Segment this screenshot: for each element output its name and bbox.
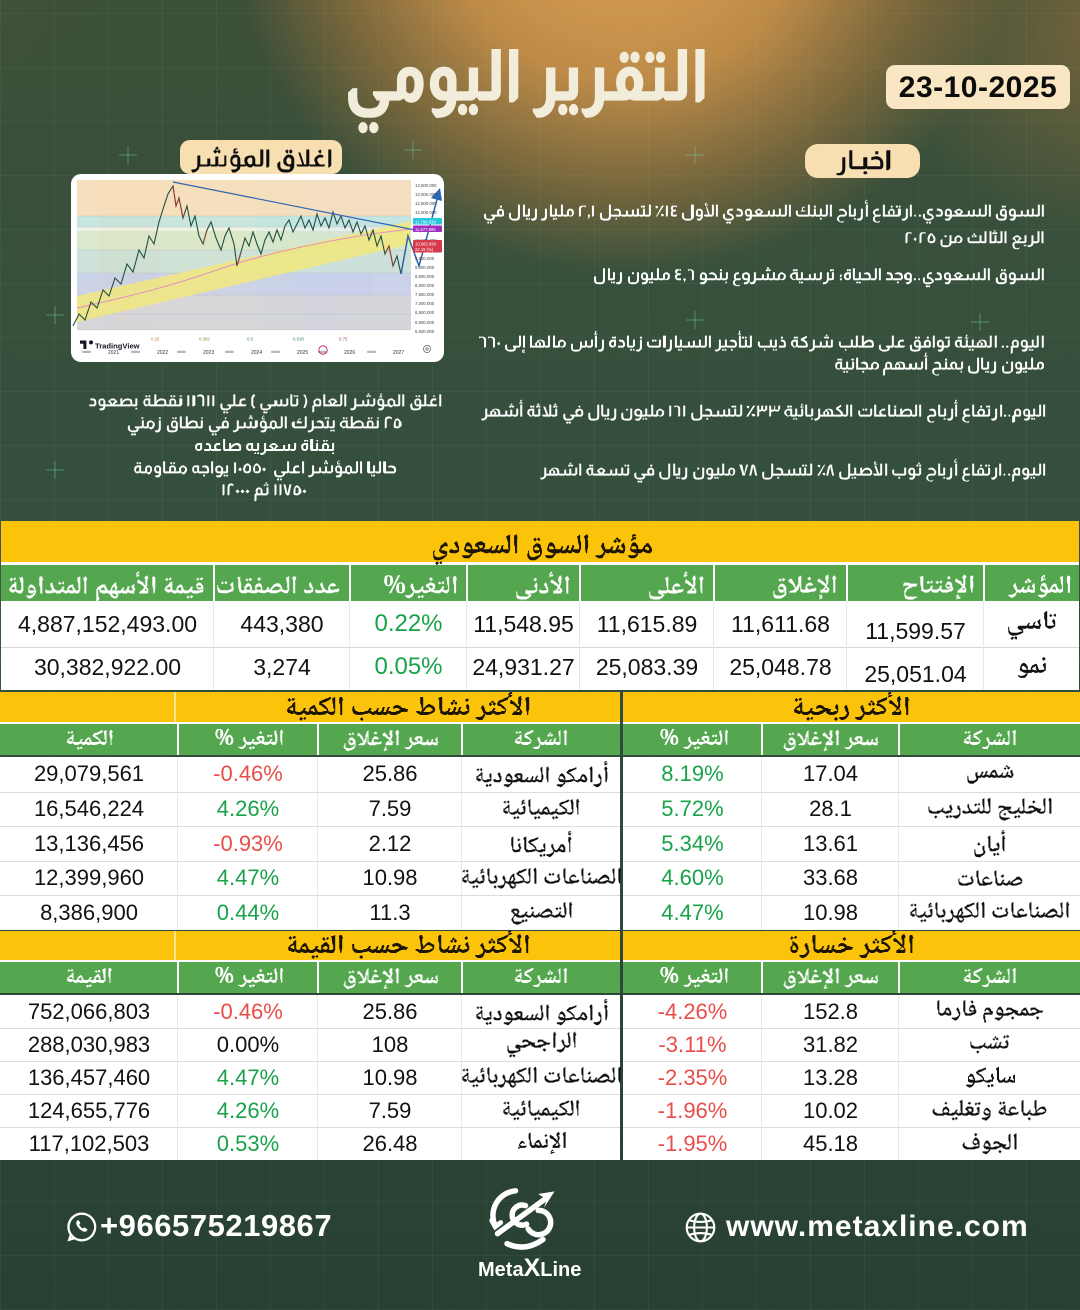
svg-text:8,500.000: 8,500.000 <box>415 274 435 279</box>
svg-text:0.5: 0.5 <box>247 337 254 342</box>
svg-text:13,000.000: 13,000.000 <box>415 192 437 197</box>
svg-text:0.25: 0.25 <box>151 337 160 342</box>
svg-text:0.75: 0.75 <box>339 337 348 342</box>
svg-text:12,500.000: 12,500.000 <box>415 201 437 206</box>
svg-text:0.618: 0.618 <box>293 337 304 342</box>
svg-text:6,000.000: 6,000.000 <box>415 320 435 325</box>
svg-text:2024: 2024 <box>251 350 262 356</box>
svg-text:5,500.000: 5,500.000 <box>415 329 435 334</box>
svg-text:8,000.000: 8,000.000 <box>415 283 435 288</box>
svg-text:12,000.000: 12,000.000 <box>415 210 437 215</box>
svg-text:11,796.639: 11,796.639 <box>415 219 436 224</box>
svg-text:2021: 2021 <box>108 350 119 356</box>
svg-text:2026: 2026 <box>344 350 355 356</box>
svg-text:6,500.000: 6,500.000 <box>415 310 435 315</box>
svg-text:9,500.000: 9,500.000 <box>415 256 435 261</box>
svg-text:2025: 2025 <box>297 350 308 356</box>
svg-text:TradingView: TradingView <box>95 342 140 351</box>
svg-text:10,982.930: 10,982.930 <box>415 241 437 246</box>
svg-text:2022: 2022 <box>157 350 168 356</box>
svg-text:0.382: 0.382 <box>199 337 210 342</box>
svg-text:7,000.000: 7,000.000 <box>415 301 435 306</box>
svg-text:9,000.000: 9,000.000 <box>415 265 435 270</box>
svg-text:11,677.995: 11,677.995 <box>415 227 436 232</box>
svg-text:2023: 2023 <box>203 350 214 356</box>
svg-text:7,500.000: 7,500.000 <box>415 292 435 297</box>
svg-text:2027: 2027 <box>393 350 404 356</box>
svg-text:13,500.000: 13,500.000 <box>415 183 437 188</box>
svg-text:22.19 (%): 22.19 (%) <box>415 247 434 252</box>
